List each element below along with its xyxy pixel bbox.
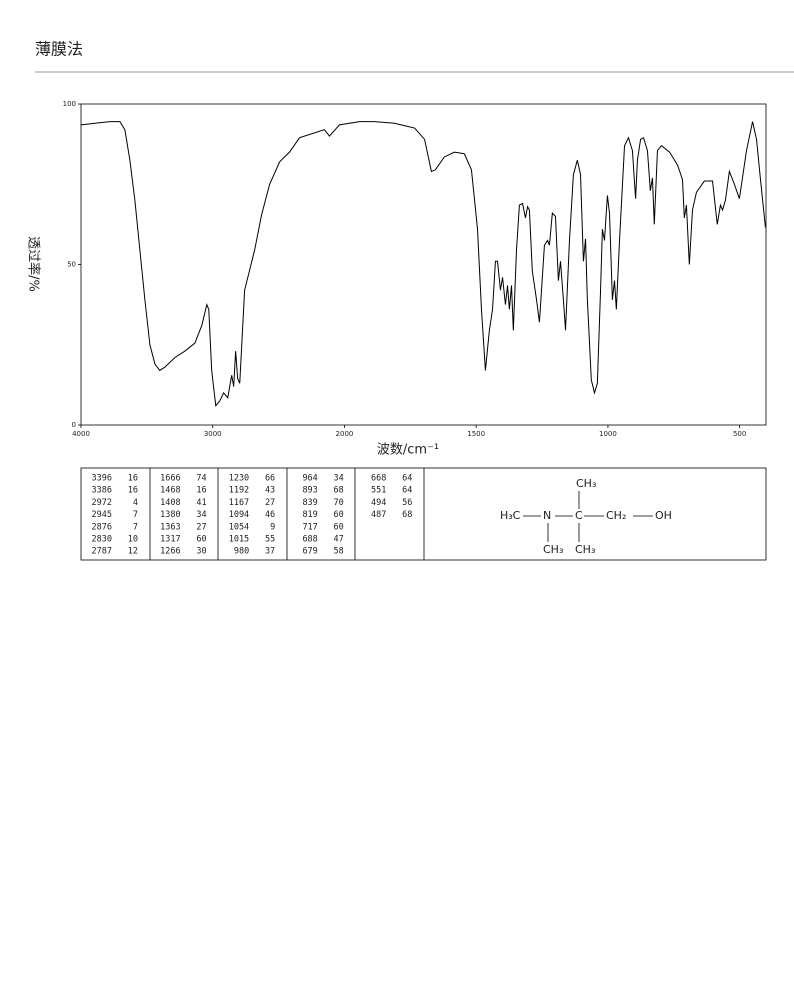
atom: CH₃ <box>575 543 595 556</box>
peak-wavenumber: 1094 <box>229 510 249 520</box>
peak-transmittance: 60 <box>334 522 344 532</box>
peak-wavenumber: 964 <box>302 474 317 484</box>
peak-wavenumber: 2876 <box>92 522 112 532</box>
peak-wavenumber: 487 <box>371 510 386 520</box>
peak-wavenumber: 494 <box>371 498 386 508</box>
peak-transmittance: 46 <box>265 510 275 520</box>
peak-wavenumber: 1167 <box>229 498 249 508</box>
peak-transmittance: 27 <box>265 498 275 508</box>
peak-wavenumber: 1317 <box>160 535 180 545</box>
plot-frame <box>80 103 767 426</box>
peak-transmittance: 7 <box>133 522 138 532</box>
peak-wavenumber: 1468 <box>160 486 180 496</box>
table-dividers <box>149 468 425 560</box>
x-tick-label: 2000 <box>336 430 354 438</box>
peak-transmittance: 4 <box>133 498 138 508</box>
peak-wavenumber: 893 <box>302 486 317 496</box>
peak-wavenumber: 668 <box>371 474 386 484</box>
atom: H₃C <box>500 509 521 522</box>
y-tick-label: 50 <box>67 261 76 269</box>
peak-transmittance: 64 <box>402 486 412 496</box>
peak-wavenumber: 2830 <box>92 535 112 545</box>
peak-wavenumber: 2972 <box>92 498 112 508</box>
x-tick-label: 3000 <box>204 430 222 438</box>
peak-transmittance: 60 <box>334 510 344 520</box>
peak-wavenumber: 1054 <box>229 522 249 532</box>
peak-transmittance: 10 <box>128 535 138 545</box>
peak-transmittance: 68 <box>402 510 412 520</box>
peak-transmittance: 55 <box>265 535 275 545</box>
peak-wavenumber: 3386 <box>92 486 112 496</box>
peak-transmittance: 16 <box>128 486 138 496</box>
peak-wavenumber: 688 <box>302 535 317 545</box>
peak-wavenumber: 980 <box>234 547 249 557</box>
spectrum-line <box>80 121 766 407</box>
page-title: 薄膜法 <box>35 40 83 59</box>
x-tick-label: 4000 <box>72 430 90 438</box>
peak-table-frame <box>80 467 767 561</box>
peak-transmittance: 16 <box>128 474 138 484</box>
peak-wavenumber: 679 <box>302 547 317 557</box>
peak-wavenumber: 1266 <box>160 547 180 557</box>
peak-transmittance: 12 <box>128 547 138 557</box>
x-tick-label: 500 <box>733 430 746 438</box>
atom: CH₃ <box>543 543 563 556</box>
peak-transmittance: 66 <box>265 474 275 484</box>
peak-wavenumber: 717 <box>302 522 317 532</box>
peak-transmittance: 47 <box>334 535 344 545</box>
peak-transmittance: 74 <box>196 474 206 484</box>
peak-wavenumber: 1380 <box>160 510 180 520</box>
peak-wavenumber: 839 <box>302 498 317 508</box>
peak-wavenumber: 1408 <box>160 498 180 508</box>
x-tick-label: 1500 <box>467 430 485 438</box>
peak-transmittance: 30 <box>196 547 206 557</box>
peak-wavenumber: 1192 <box>229 486 249 496</box>
atom: OH <box>655 509 672 522</box>
peak-transmittance: 68 <box>334 486 344 496</box>
atom: CH₃ <box>576 477 596 490</box>
structure-bonds <box>523 491 653 542</box>
y-tick-label: 100 <box>63 100 76 108</box>
peak-transmittance: 27 <box>196 522 206 532</box>
peak-wavenumber: 819 <box>302 510 317 520</box>
peak-wavenumber: 1666 <box>160 474 180 484</box>
atom: N <box>543 509 551 522</box>
peak-transmittance: 43 <box>265 486 275 496</box>
peak-transmittance: 64 <box>402 474 412 484</box>
peak-wavenumber: 3396 <box>92 474 112 484</box>
y-tick-label: 0 <box>72 421 76 429</box>
peak-transmittance: 34 <box>334 474 344 484</box>
peak-transmittance: 41 <box>196 498 206 508</box>
peak-wavenumber: 1363 <box>160 522 180 532</box>
peak-transmittance: 7 <box>133 510 138 520</box>
atom: C <box>575 509 583 522</box>
atom: CH₂ <box>606 509 626 522</box>
peak-wavenumber: 551 <box>371 486 386 496</box>
peak-transmittance: 37 <box>265 547 275 557</box>
peak-wavenumber: 2787 <box>92 547 112 557</box>
peak-transmittance: 56 <box>402 498 412 508</box>
x-axis-label: 波数/cm⁻¹ <box>377 443 439 458</box>
peak-transmittance: 60 <box>196 535 206 545</box>
peak-wavenumber: 1015 <box>229 535 249 545</box>
x-tick-label: 1000 <box>599 430 617 438</box>
peak-transmittance: 34 <box>196 510 206 520</box>
peak-transmittance: 9 <box>270 522 275 532</box>
peak-transmittance: 70 <box>334 498 344 508</box>
y-axis-label: 透过率/% <box>26 236 42 292</box>
peak-wavenumber: 1230 <box>229 474 249 484</box>
peak-transmittance: 16 <box>196 486 206 496</box>
peak-transmittance: 58 <box>334 547 344 557</box>
peak-wavenumber: 2945 <box>92 510 112 520</box>
